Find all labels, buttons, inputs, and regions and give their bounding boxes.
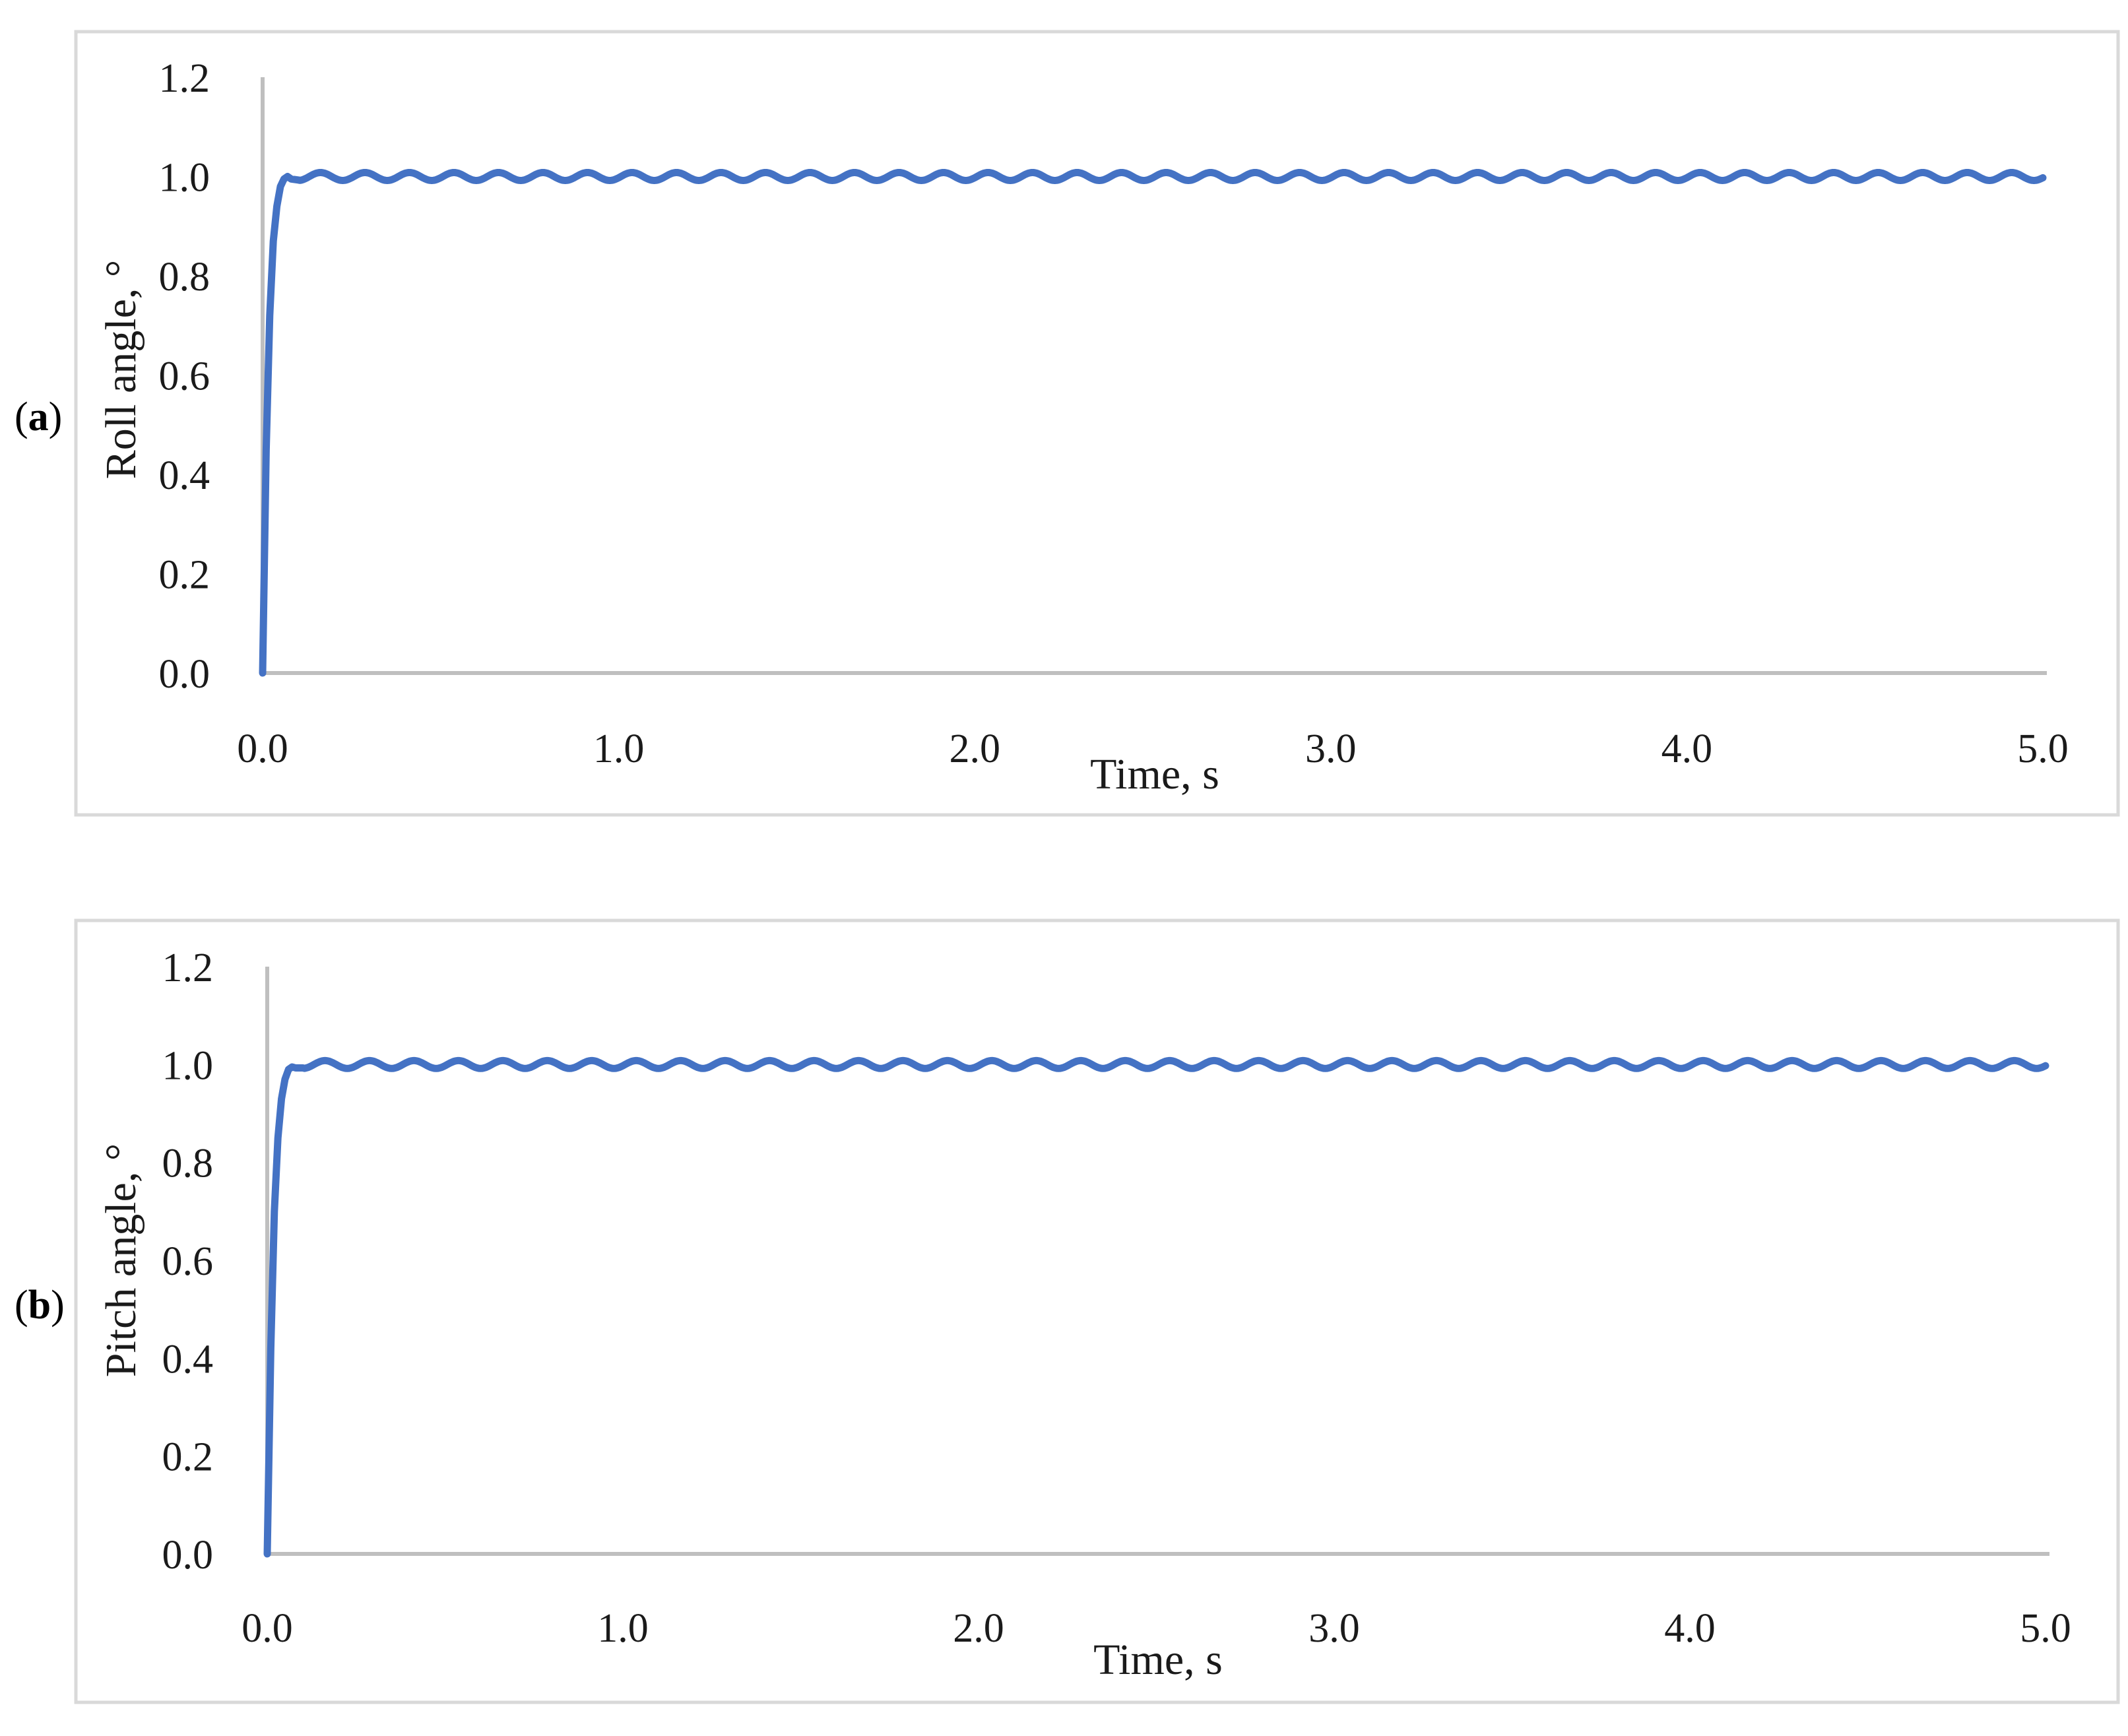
panel-pitch-y-tick-label: 1.0 [162,1043,214,1088]
panel-roll-x-tick-label: 2.0 [949,726,1000,771]
panel-roll-x-ticks: 0.0 1.0 2.0 3.0 4.0 5.0 [237,726,2069,771]
panel-pitch-y-title: Pitch angle, ° [97,1143,145,1378]
panel-roll-x-title: Time, s [1090,750,1219,798]
panel-pitch-y-tick-label: 0.6 [162,1239,214,1284]
panel-roll-y-tick-label: 0.4 [159,453,210,498]
panel-pitch-x-tick-label: 5.0 [2020,1606,2071,1651]
panel-roll-x-tick-label: 4.0 [1661,726,1713,771]
panel-pitch-x-tick-label: 3.0 [1308,1606,1360,1651]
panel-pitch-x-tick-label: 4.0 [1664,1606,1716,1651]
panel-roll: (a) 0.0 0.2 0.4 0.6 0.8 1.0 1.2 0.0 1.0 2.0 3.0 4.… [15,30,2120,817]
panel-roll-x-tick-label: 0.0 [237,726,288,771]
panel-pitch-x-tick-label: 0.0 [242,1606,293,1651]
panel-roll-frame [74,30,2120,817]
panel-pitch-x-tick-label: 2.0 [953,1606,1004,1651]
panel-pitch-y-tick-label: 1.2 [162,946,214,990]
panel-roll-x-tick-label: 3.0 [1305,726,1357,771]
panel-roll-x-tick-label: 5.0 [2017,726,2069,771]
panel-roll-y-tick-label: 1.2 [159,56,210,101]
panel-pitch-y-tick-label: 0.0 [162,1533,214,1578]
panel-roll-y-tick-label: 1.0 [159,156,210,201]
panel-pitch-y-ticks: 0.0 0.2 0.4 0.6 0.8 1.0 1.2 [162,946,214,1578]
panel-roll-y-tick-label: 0.0 [159,652,210,697]
panel-roll-series-line [259,169,2047,677]
panel-pitch-series-line [263,1056,2049,1558]
panel-pitch-y-tick-label: 0.4 [162,1337,214,1382]
panel-pitch: (b) 0.0 0.2 0.4 0.6 0.8 1.0 1.2 0.0 1.0 2.0 3.0 4.… [15,918,2120,1704]
panel-roll-y-ticks: 0.0 0.2 0.4 0.6 0.8 1.0 1.2 [159,56,210,697]
panel-pitch-x-ticks: 0.0 1.0 2.0 3.0 4.0 5.0 [242,1606,2071,1651]
panel-roll-y-tick-label: 0.8 [159,255,210,300]
panel-pitch-frame [74,918,2120,1704]
panel-pitch-y-tick-label: 0.8 [162,1141,214,1186]
panel-pitch-x-tick-label: 1.0 [597,1606,649,1651]
panel-roll-x-tick-label: 1.0 [593,726,645,771]
panel-roll-y-title: Roll angle, ° [97,260,145,480]
panel-pitch-x-title: Time, s [1093,1636,1223,1684]
panel-roll-y-tick-label: 0.6 [159,354,210,399]
panel-roll-y-tick-label: 0.2 [159,553,210,598]
panel-roll-letter: (a) [15,395,62,439]
panel-pitch-y-tick-label: 0.2 [162,1435,214,1480]
panel-pitch-letter: (b) [15,1283,65,1328]
